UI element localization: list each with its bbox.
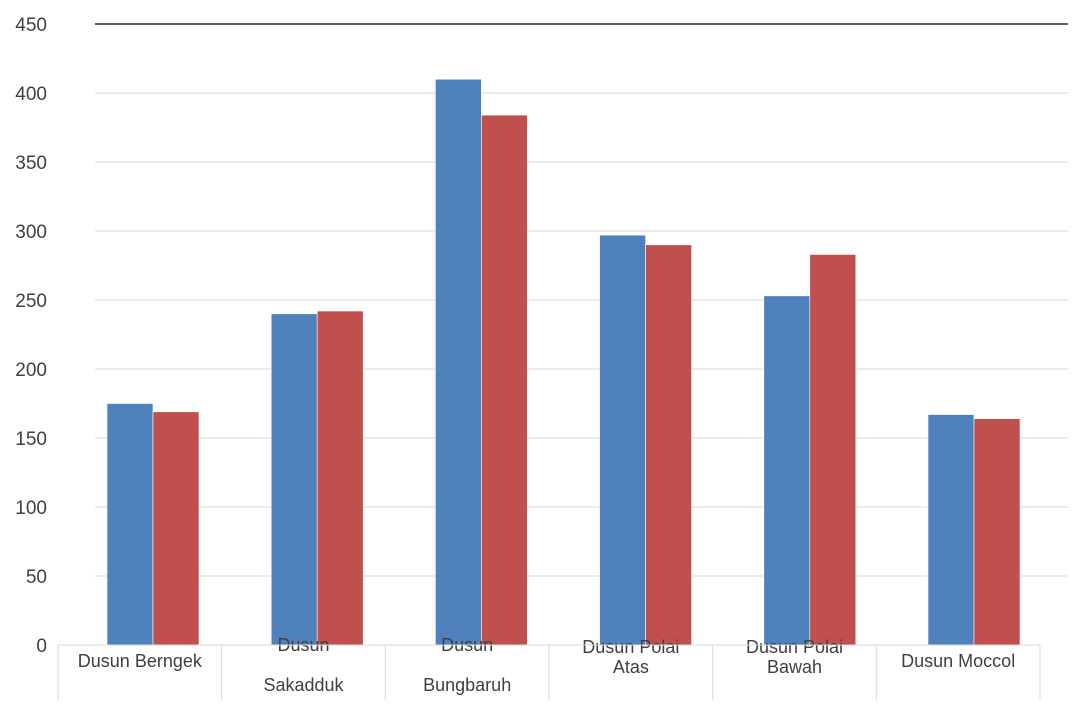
- x-category-label: Dusun Polai: [582, 637, 679, 657]
- x-category-label: Dusun Berngek: [78, 651, 203, 671]
- x-category-label: Bawah: [767, 657, 822, 677]
- bar: [106, 403, 154, 646]
- bar: [152, 411, 200, 646]
- x-axis: Dusun BerngekDusunSakaddukDusunBungbaruh…: [57, 635, 1041, 700]
- bar: [763, 295, 811, 646]
- bar: [435, 78, 482, 646]
- x-category-label: Bungbaruh: [423, 675, 511, 695]
- y-tick-label: 100: [15, 498, 47, 519]
- y-axis-ticks: 0 50 100 150 200 250 300 350 400 450: [15, 15, 47, 657]
- gridlines: [95, 23, 1068, 577]
- y-tick-label: 250: [15, 291, 47, 312]
- bar: [973, 418, 1021, 646]
- x-category-label: Dusun Moccol: [901, 651, 1015, 671]
- y-tick-label: 50: [26, 567, 47, 588]
- bar: [599, 234, 646, 646]
- y-tick-label: 300: [15, 222, 47, 243]
- bars: [106, 78, 1021, 646]
- y-tick-label: 350: [15, 153, 47, 174]
- bar: [316, 310, 364, 646]
- x-category-label: Dusun Polai: [746, 637, 843, 657]
- x-category-label: Atas: [613, 657, 649, 677]
- x-category-label: Sakadduk: [263, 675, 344, 695]
- y-tick-label: 450: [15, 15, 47, 36]
- y-tick-label: 0: [36, 636, 47, 657]
- bar: [481, 114, 528, 646]
- bar: [809, 254, 857, 646]
- y-tick-label: 150: [15, 429, 47, 450]
- y-tick-label: 400: [15, 84, 47, 105]
- bar: [270, 313, 318, 646]
- bar: [927, 414, 975, 646]
- y-tick-label: 200: [15, 360, 47, 381]
- bar: [645, 244, 692, 646]
